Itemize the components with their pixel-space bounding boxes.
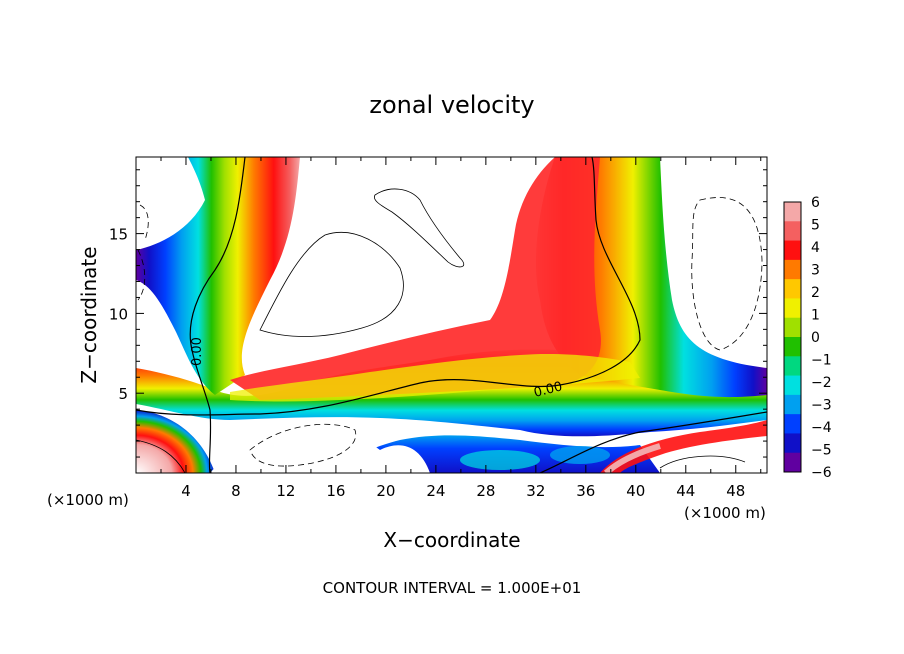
colorbar-frame <box>783 201 802 473</box>
x-unit-left: (×1000 m) <box>47 491 129 509</box>
colorbar-tick-label: 2 <box>811 285 820 301</box>
colorbar-swatch <box>784 221 801 242</box>
y-tick-label: 10 <box>109 305 128 323</box>
colorbar-tick-label: −6 <box>811 465 832 481</box>
colorbar-swatch <box>784 356 801 377</box>
x-tick-label: 40 <box>626 482 645 500</box>
colorbar-tick-label: −5 <box>811 443 832 459</box>
colorbar <box>783 201 802 473</box>
colorbar-tick-label: 3 <box>811 263 820 279</box>
colorbar-swatch <box>784 279 801 299</box>
x-axis-label: X−coordinate <box>383 528 520 552</box>
colorbar-swatch <box>784 259 801 280</box>
colorbar-ticks: 6 5 4 3 2 1 0 −1 −2 −3 −4 −5 −6 <box>811 195 832 481</box>
plot-field <box>136 157 767 473</box>
colorbar-tick-label: −3 <box>811 398 832 414</box>
x-tick-label: 20 <box>376 482 395 500</box>
colorbar-tick-label: 0 <box>811 330 820 346</box>
contour-label: 0.00 <box>532 379 564 401</box>
x-tick-label: 32 <box>526 482 545 500</box>
y-tick-label: 15 <box>109 226 128 244</box>
colorbar-swatch <box>784 394 801 415</box>
x-tick-label: 36 <box>576 482 595 500</box>
colorbar-tick-label: −2 <box>811 375 832 391</box>
x-unit-right: (×1000 m) <box>684 504 766 522</box>
colorbar-swatch <box>784 298 801 319</box>
colorbar-tick-label: −4 <box>811 420 832 436</box>
chart-title: zonal velocity <box>369 91 534 119</box>
colorbar-swatch <box>784 337 801 357</box>
plot-frame <box>135 156 768 474</box>
colorbar-tick-label: 6 <box>811 195 820 211</box>
colorbar-swatch <box>784 240 801 261</box>
contour-interval-note: CONTOUR INTERVAL = 1.000E+01 <box>323 579 582 597</box>
colorbar-swatch <box>784 375 801 396</box>
colorbar-swatch <box>784 317 801 338</box>
y-tick-label: 5 <box>118 385 128 403</box>
colorbar-tick-label: 4 <box>811 240 820 256</box>
colorbar-swatch <box>784 452 801 473</box>
x-tick-label: 24 <box>426 482 445 500</box>
y-axis-label: Z−coordinate <box>77 246 101 383</box>
colorbar-tick-label: 1 <box>811 308 820 324</box>
colorbar-swatch <box>784 414 801 434</box>
y-ticks: 5 10 15 <box>109 169 767 458</box>
x-ticks: 4 8 12 16 20 24 28 32 36 40 44 48 <box>160 157 762 500</box>
colorbar-swatch <box>784 433 801 454</box>
x-tick-label: 28 <box>476 482 495 500</box>
x-tick-label: 48 <box>726 482 745 500</box>
x-tick-label: 16 <box>326 482 345 500</box>
x-tick-label: 44 <box>676 482 695 500</box>
x-tick-label: 4 <box>181 482 191 500</box>
colorbar-tick-label: −1 <box>811 353 832 369</box>
x-tick-label: 12 <box>276 482 295 500</box>
colorbar-tick-label: 5 <box>811 218 820 234</box>
x-tick-label: 8 <box>231 482 241 500</box>
contour-label: 0.00 <box>190 337 205 366</box>
colorbar-swatch <box>784 202 801 222</box>
